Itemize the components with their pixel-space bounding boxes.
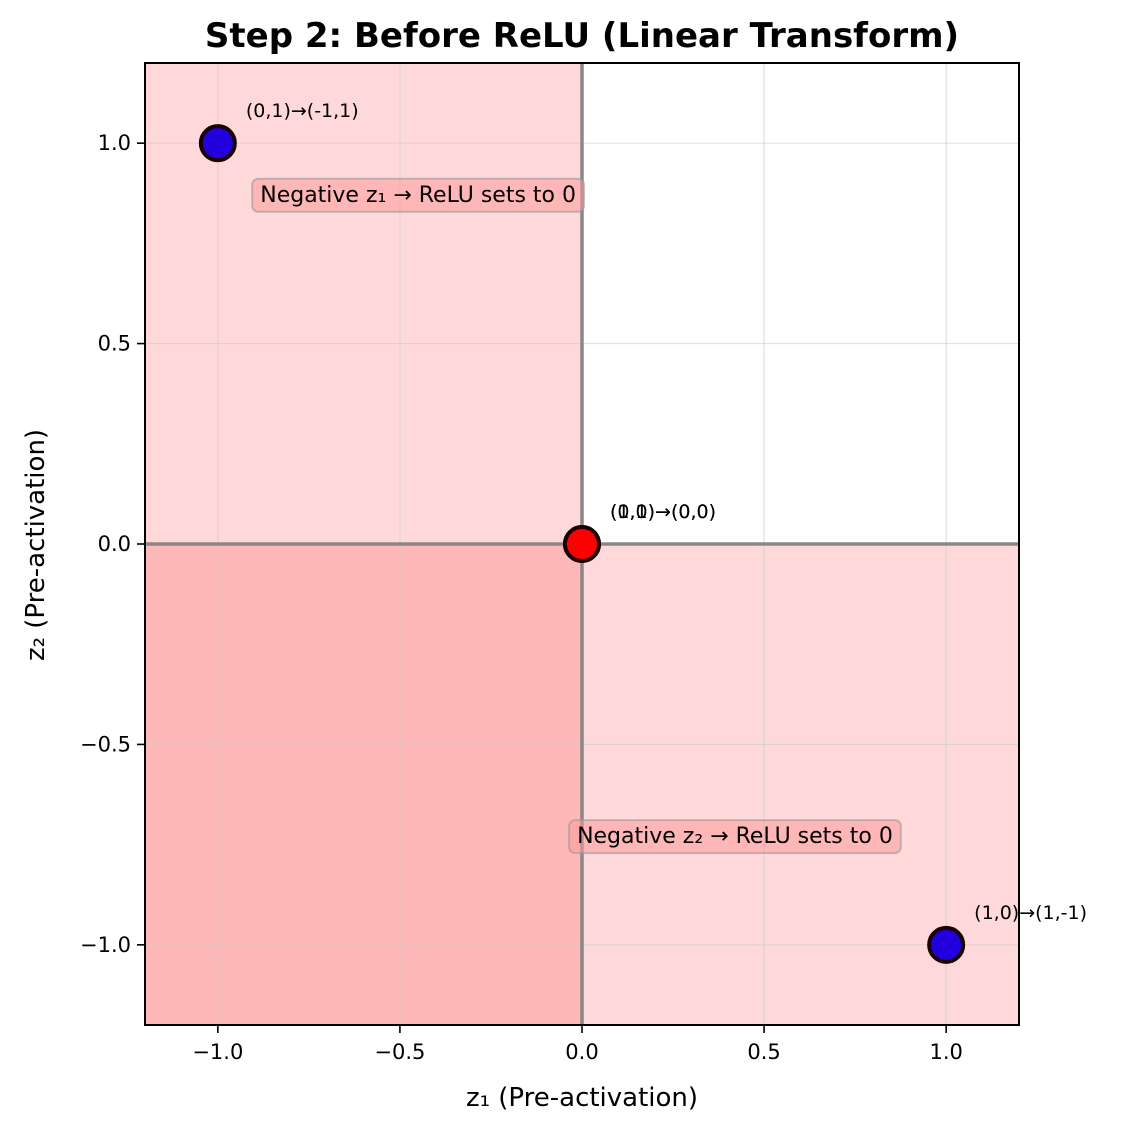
data-point <box>927 925 966 964</box>
point-label: (1,1)→(0,0) <box>610 501 716 523</box>
point-label: (1,0)→(1,-1) <box>974 902 1087 924</box>
point-label: (0,1)→(-1,1) <box>246 100 359 122</box>
x-tick-label: 0.5 <box>747 1040 780 1064</box>
y-tick-label: −0.5 <box>80 732 131 756</box>
x-axis-label: z₁ (Pre-activation) <box>466 1083 698 1113</box>
y-tick-label: −1.0 <box>80 933 131 957</box>
x-tick-label: −0.5 <box>374 1040 425 1064</box>
x-tick-label: 0.0 <box>565 1040 598 1064</box>
x-tick-label: −1.0 <box>192 1040 243 1064</box>
annotation-text: Negative z₂ → ReLU sets to 0 <box>577 824 893 849</box>
annotation-text: Negative z₁ → ReLU sets to 0 <box>260 183 576 208</box>
data-point <box>563 525 601 563</box>
annotation-1: Negative z₁ → ReLU sets to 0 <box>251 177 586 213</box>
x-tick-label: 1.0 <box>929 1040 962 1064</box>
annotation-box <box>568 819 902 855</box>
y-tick-label: 0.5 <box>98 332 131 356</box>
y-tick-label: 0.0 <box>98 532 131 556</box>
chart-title: Step 2: Before ReLU (Linear Transform) <box>205 16 959 56</box>
y-tick-label: 1.0 <box>98 131 131 155</box>
annotation-box <box>251 177 586 213</box>
data-point <box>198 124 237 163</box>
annotation-2: Negative z₂ → ReLU sets to 0 <box>568 819 902 855</box>
plot-area: Negative z₁ → ReLU sets to 0 Negative z₂ … <box>80 62 1087 1064</box>
point-label: (0,0)→(0,0) <box>610 501 716 523</box>
y-axis-label: z₂ (Pre-activation) <box>21 429 51 661</box>
